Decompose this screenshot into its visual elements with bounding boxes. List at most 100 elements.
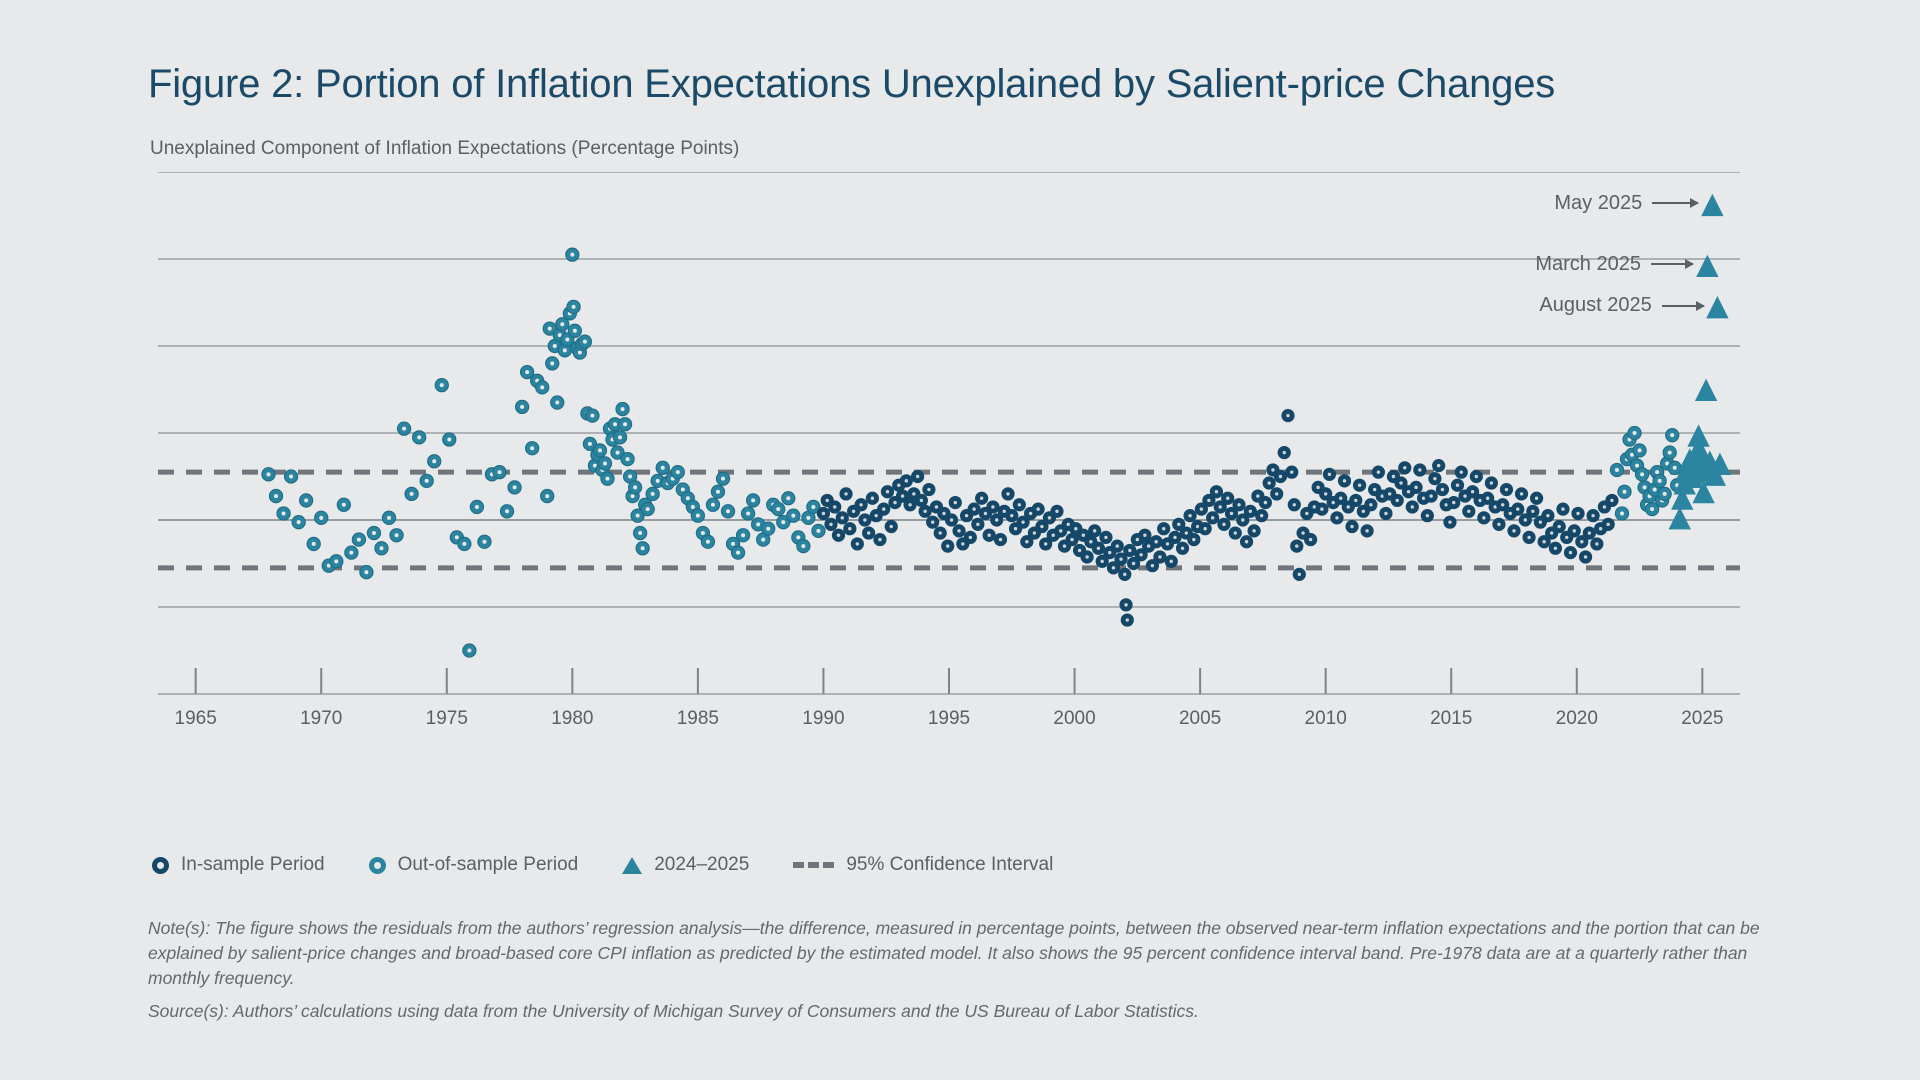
data-point-center (855, 542, 860, 546)
data-point-center (1410, 505, 1415, 509)
note-label: Note(s): (148, 918, 211, 938)
data-point-center (447, 437, 452, 442)
data-point-center (356, 537, 361, 542)
data-point-center (1301, 531, 1305, 535)
legend-item-2024-2025[interactable]: 2024–2025 (622, 854, 749, 876)
legend-item-out-of-sample[interactable]: Out-of-sample Period (368, 854, 578, 876)
data-point-center (1043, 542, 1048, 546)
x-tick-label: 1965 (175, 708, 217, 729)
data-point-center (1143, 533, 1147, 537)
data-point-center (1292, 503, 1296, 507)
data-point-center (1384, 511, 1388, 516)
data-point-center (540, 385, 545, 390)
data-point-center (1062, 544, 1067, 548)
data-point-center (721, 476, 725, 481)
data-point-center (751, 498, 756, 503)
legend-item-confidence-interval[interactable]: 95% Confidence Interval (793, 854, 1053, 876)
data-point-center (590, 413, 595, 418)
data-point-center (1444, 503, 1448, 507)
data-point-center (1154, 540, 1158, 544)
data-point-center (1241, 518, 1245, 522)
data-point-center (1177, 522, 1181, 527)
data-point-center (1252, 529, 1256, 533)
data-point-center (1455, 483, 1460, 487)
data-point-center (1508, 511, 1512, 516)
source-paragraph: Source(s): Authors’ calculations using d… (148, 999, 1778, 1024)
data-point-center (1180, 546, 1185, 550)
data-point-center (801, 544, 806, 549)
data-point-center (1199, 507, 1204, 511)
data-point-center (1635, 463, 1640, 468)
x-tick-label: 1970 (300, 708, 342, 729)
data-point-center (311, 541, 316, 546)
data-point-center (995, 518, 999, 522)
data-point-center (349, 550, 354, 555)
data-point-center (1662, 491, 1667, 496)
data-point-center (949, 518, 954, 522)
data-point-center (1542, 540, 1546, 544)
data-point-center (1482, 516, 1486, 520)
data-point-center (1290, 470, 1294, 474)
data-point-center (1516, 507, 1520, 511)
data-point-center (274, 494, 279, 499)
data-point-center (1493, 505, 1497, 509)
data-point-center (266, 472, 271, 477)
data-point-center (557, 333, 562, 338)
figure-notes: Note(s): The figure shows the residuals … (148, 916, 1778, 1032)
data-point-center (1474, 474, 1479, 479)
data-point-center (454, 535, 459, 540)
data-point-center (640, 546, 645, 551)
data-point-center (816, 528, 821, 533)
data-point-center (968, 535, 973, 540)
data-point-center (545, 494, 550, 499)
data-point-center (904, 479, 909, 483)
legend-label: 2024–2025 (654, 854, 750, 875)
data-point-center (630, 494, 635, 499)
data-point-center (1081, 533, 1086, 537)
data-point-center (1372, 487, 1377, 492)
data-point-center (1173, 535, 1177, 540)
data-point-center (908, 503, 912, 507)
series-2024-2025 (1668, 193, 1732, 530)
data-point-center (1587, 531, 1592, 535)
data-point-center (1630, 452, 1635, 457)
data-point-center (1066, 522, 1070, 527)
data-point-center (439, 383, 444, 388)
data-point-center (870, 496, 875, 500)
triangle-icon (622, 856, 643, 874)
data-point-center (1497, 522, 1501, 527)
data-point-center (628, 474, 633, 479)
data-point-center (1119, 557, 1123, 561)
data-point-center (1642, 485, 1647, 490)
data-point-center (1070, 537, 1074, 542)
data-point-center (964, 513, 969, 518)
data-point-center (1418, 468, 1422, 472)
data-point-center (1489, 481, 1494, 485)
data-point-center (1335, 516, 1339, 520)
data-point-center (1092, 529, 1097, 533)
data-point-center (1557, 524, 1561, 529)
data-point-center (432, 459, 437, 464)
data-point-center (1561, 507, 1565, 511)
data-point-center (998, 537, 1003, 542)
data-point-center (482, 539, 487, 544)
annotation-callout: August 2025 (1539, 294, 1705, 317)
data-point-center (1059, 529, 1063, 533)
data-point-center (756, 522, 761, 527)
note-paragraph: Note(s): The figure shows the residuals … (148, 916, 1778, 991)
data-point-center (555, 400, 560, 405)
data-point-center (766, 526, 771, 531)
data-point-center (638, 531, 643, 536)
data-point-triangle (1696, 254, 1719, 278)
data-point-center (615, 450, 620, 455)
data-point-center (1463, 494, 1467, 498)
data-point-triangle (1671, 487, 1694, 510)
data-point-center (1376, 470, 1381, 474)
data-point-center (685, 496, 690, 501)
data-point-center (1316, 485, 1320, 490)
legend-item-in-sample[interactable]: In-sample Period (152, 854, 325, 876)
data-point-center (623, 422, 628, 427)
data-point-center (1267, 481, 1271, 485)
data-point-center (1531, 509, 1535, 513)
data-point-center (1312, 505, 1317, 509)
